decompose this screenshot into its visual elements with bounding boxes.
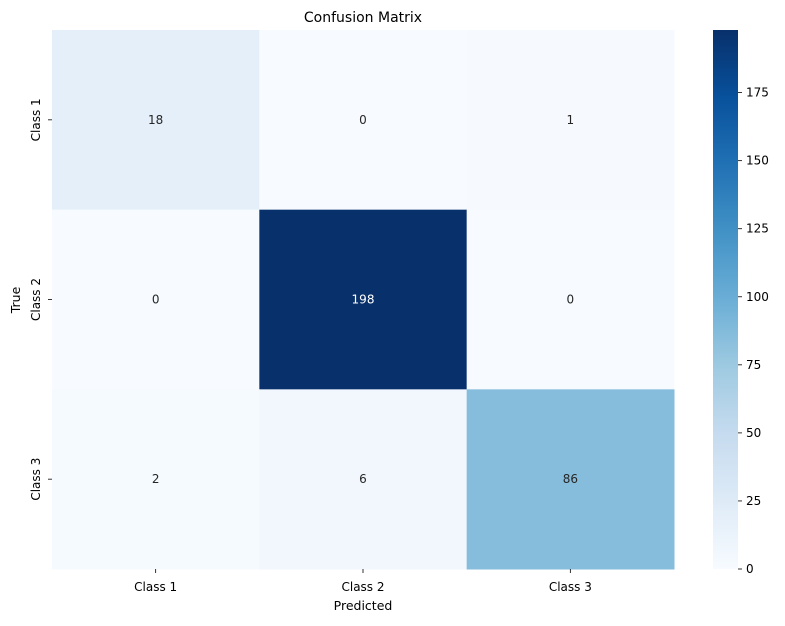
heatmap-cell <box>52 209 260 390</box>
cell-value-label: 198 <box>352 293 375 307</box>
heatmap-cell <box>52 389 260 570</box>
x-axis: Class 1 Class 2 Class 3 <box>134 569 592 594</box>
heatmap-cell <box>52 30 260 211</box>
heatmap-cell-labels: 18 0 1 0 198 0 2 6 86 <box>148 113 578 486</box>
heatmap-cell <box>259 389 468 570</box>
colorbar-axis: 0 25 50 75 100 125 150 175 <box>738 86 769 576</box>
colorbar-tick-label: 175 <box>746 86 769 100</box>
colorbar-tick-label: 100 <box>746 290 769 304</box>
colorbar-tick-label: 150 <box>746 154 769 168</box>
chart-title: Confusion Matrix <box>304 10 422 26</box>
heatmap-cell <box>466 389 675 570</box>
cell-value-label: 6 <box>359 472 367 486</box>
cell-value-label: 0 <box>359 113 367 127</box>
y-tick-label: Class 3 <box>29 458 43 501</box>
colorbar-tick-label: 25 <box>746 494 761 508</box>
heatmap-cell <box>466 209 675 390</box>
heatmap-cells <box>52 30 675 570</box>
colorbar-tick-label: 50 <box>746 426 761 440</box>
heatmap-cell <box>259 209 468 390</box>
colorbar-tick-label: 0 <box>746 562 754 576</box>
cell-value-label: 2 <box>152 472 160 486</box>
cell-value-label: 0 <box>152 293 160 307</box>
y-tick-label: Class 2 <box>29 278 43 321</box>
colorbar-tick-label: 75 <box>746 358 761 372</box>
y-tick-label: Class 1 <box>29 98 43 141</box>
y-axis-label: True <box>8 286 23 314</box>
colorbar-tick-label: 125 <box>746 222 769 236</box>
x-tick-label: Class 3 <box>549 580 592 594</box>
heatmap-cell <box>466 30 675 211</box>
cell-value-label: 18 <box>148 113 163 127</box>
cell-value-label: 0 <box>567 293 575 307</box>
y-axis: Class 1 Class 2 Class 3 <box>29 98 52 501</box>
heatmap-cell <box>259 30 468 211</box>
x-tick-label: Class 2 <box>341 580 384 594</box>
x-axis-label: Predicted <box>334 598 393 613</box>
x-tick-label: Class 1 <box>134 580 177 594</box>
cell-value-label: 1 <box>567 113 575 127</box>
cell-value-label: 86 <box>563 472 578 486</box>
colorbar <box>713 30 738 569</box>
